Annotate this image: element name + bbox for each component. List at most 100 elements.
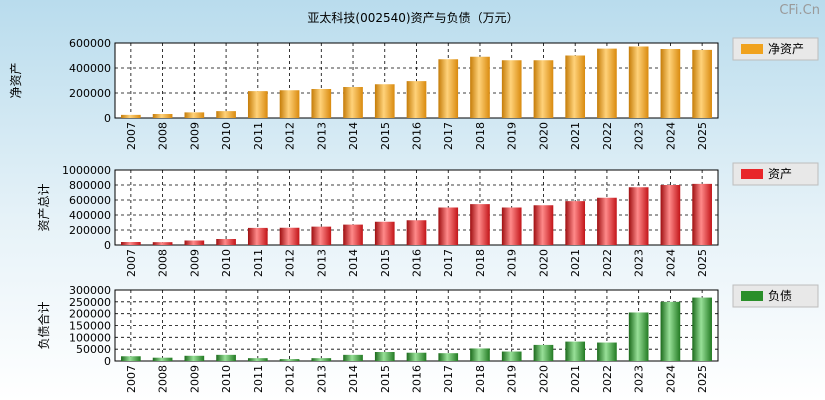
x-tick-label: 2007 (125, 122, 138, 150)
bar (628, 312, 649, 361)
x-tick-label: 2016 (411, 122, 424, 150)
bar (501, 207, 522, 245)
bar (565, 55, 586, 118)
legend-label: 资产 (768, 167, 792, 181)
bar (406, 81, 427, 118)
x-tick-label: 2025 (696, 249, 709, 277)
bar (374, 221, 395, 245)
x-tick-label: 2018 (474, 249, 487, 277)
bar (565, 341, 586, 361)
bar (597, 48, 617, 118)
x-tick-label: 2021 (569, 249, 582, 277)
legend: 资产 (732, 162, 819, 186)
bar (343, 224, 363, 245)
x-tick-label: 2019 (506, 249, 519, 277)
bar (279, 359, 300, 361)
y-tick-label: 300000 (69, 284, 111, 297)
bar (438, 353, 459, 361)
bar (597, 197, 617, 245)
bar (184, 112, 205, 118)
x-tick-label: 2020 (537, 365, 550, 393)
y-tick-label: 0 (104, 112, 111, 125)
x-tick-label: 2013 (315, 249, 328, 277)
x-tick-label: 2021 (569, 122, 582, 150)
legend-box (732, 37, 819, 61)
x-tick-label: 2017 (442, 122, 455, 150)
x-tick-label: 2020 (537, 249, 550, 277)
x-tick-label: 2021 (569, 365, 582, 393)
panel-0: 0 200000 400000 600000 2007 2008 2009 2010 2011 2… (9, 37, 819, 150)
y-tick-label: 400000 (69, 62, 111, 75)
x-tick-label: 2009 (188, 249, 201, 277)
x-tick-label: 2025 (696, 365, 709, 393)
bar (660, 49, 681, 118)
y-tick-label: 400000 (69, 209, 111, 222)
bar (121, 356, 141, 361)
x-tick-label: 2010 (220, 122, 233, 150)
legend-box (732, 162, 819, 186)
bar (247, 227, 268, 245)
bar (660, 301, 681, 361)
y-tick-label: 250000 (69, 296, 111, 309)
bar (438, 59, 459, 118)
x-tick-label: 2016 (411, 249, 424, 277)
y-axis-label: 资产总计 (37, 183, 51, 231)
bar (374, 84, 395, 118)
x-tick-label: 2015 (379, 365, 392, 393)
x-tick-label: 2010 (220, 365, 233, 393)
bar (692, 49, 712, 118)
x-tick-label: 2012 (284, 122, 297, 150)
x-tick-label: 2017 (442, 249, 455, 277)
x-tick-label: 2025 (696, 122, 709, 150)
bar (121, 114, 141, 118)
x-tick-label: 2007 (125, 249, 138, 277)
x-tick-label: 2022 (601, 122, 614, 150)
x-tick-label: 2013 (315, 365, 328, 393)
x-tick-label: 2007 (125, 365, 138, 393)
x-tick-label: 2024 (664, 365, 677, 393)
bar (216, 111, 236, 118)
y-tick-label: 1000000 (62, 164, 111, 177)
x-tick-label: 2014 (347, 365, 360, 393)
bar (406, 220, 427, 245)
bar (121, 242, 141, 245)
bar (628, 46, 649, 118)
legend-swatch (741, 169, 763, 179)
bar (692, 297, 712, 361)
y-tick-label: 200000 (69, 224, 111, 237)
bar (374, 352, 395, 361)
x-tick-label: 2014 (347, 122, 360, 150)
x-tick-label: 2012 (284, 365, 297, 393)
bar (216, 239, 236, 245)
bar (501, 351, 522, 361)
y-tick-label: 0 (104, 355, 111, 368)
bar (279, 227, 300, 245)
x-tick-label: 2023 (633, 249, 646, 277)
bar (533, 205, 554, 245)
legend: 负债 (732, 284, 819, 308)
legend: 净资产 (732, 37, 819, 61)
bar (279, 90, 300, 118)
x-tick-label: 2016 (411, 365, 424, 393)
x-tick-label: 2013 (315, 122, 328, 150)
legend-label: 净资产 (768, 42, 804, 56)
x-tick-label: 2022 (601, 249, 614, 277)
y-axis-label: 净资产 (9, 62, 23, 98)
x-tick-label: 2019 (506, 365, 519, 393)
x-tick-label: 2015 (379, 249, 392, 277)
x-tick-label: 2017 (442, 365, 455, 393)
x-tick-label: 2008 (157, 365, 170, 393)
x-tick-label: 2011 (252, 249, 265, 277)
bar (470, 56, 490, 118)
bar (343, 87, 363, 118)
bar (470, 204, 490, 245)
y-tick-label: 600000 (69, 194, 111, 207)
y-tick-label: 200000 (69, 87, 111, 100)
legend-swatch (741, 44, 763, 54)
bar (533, 344, 554, 361)
y-tick-label: 800000 (69, 179, 111, 192)
x-tick-label: 2024 (664, 122, 677, 150)
x-tick-label: 2011 (252, 122, 265, 150)
